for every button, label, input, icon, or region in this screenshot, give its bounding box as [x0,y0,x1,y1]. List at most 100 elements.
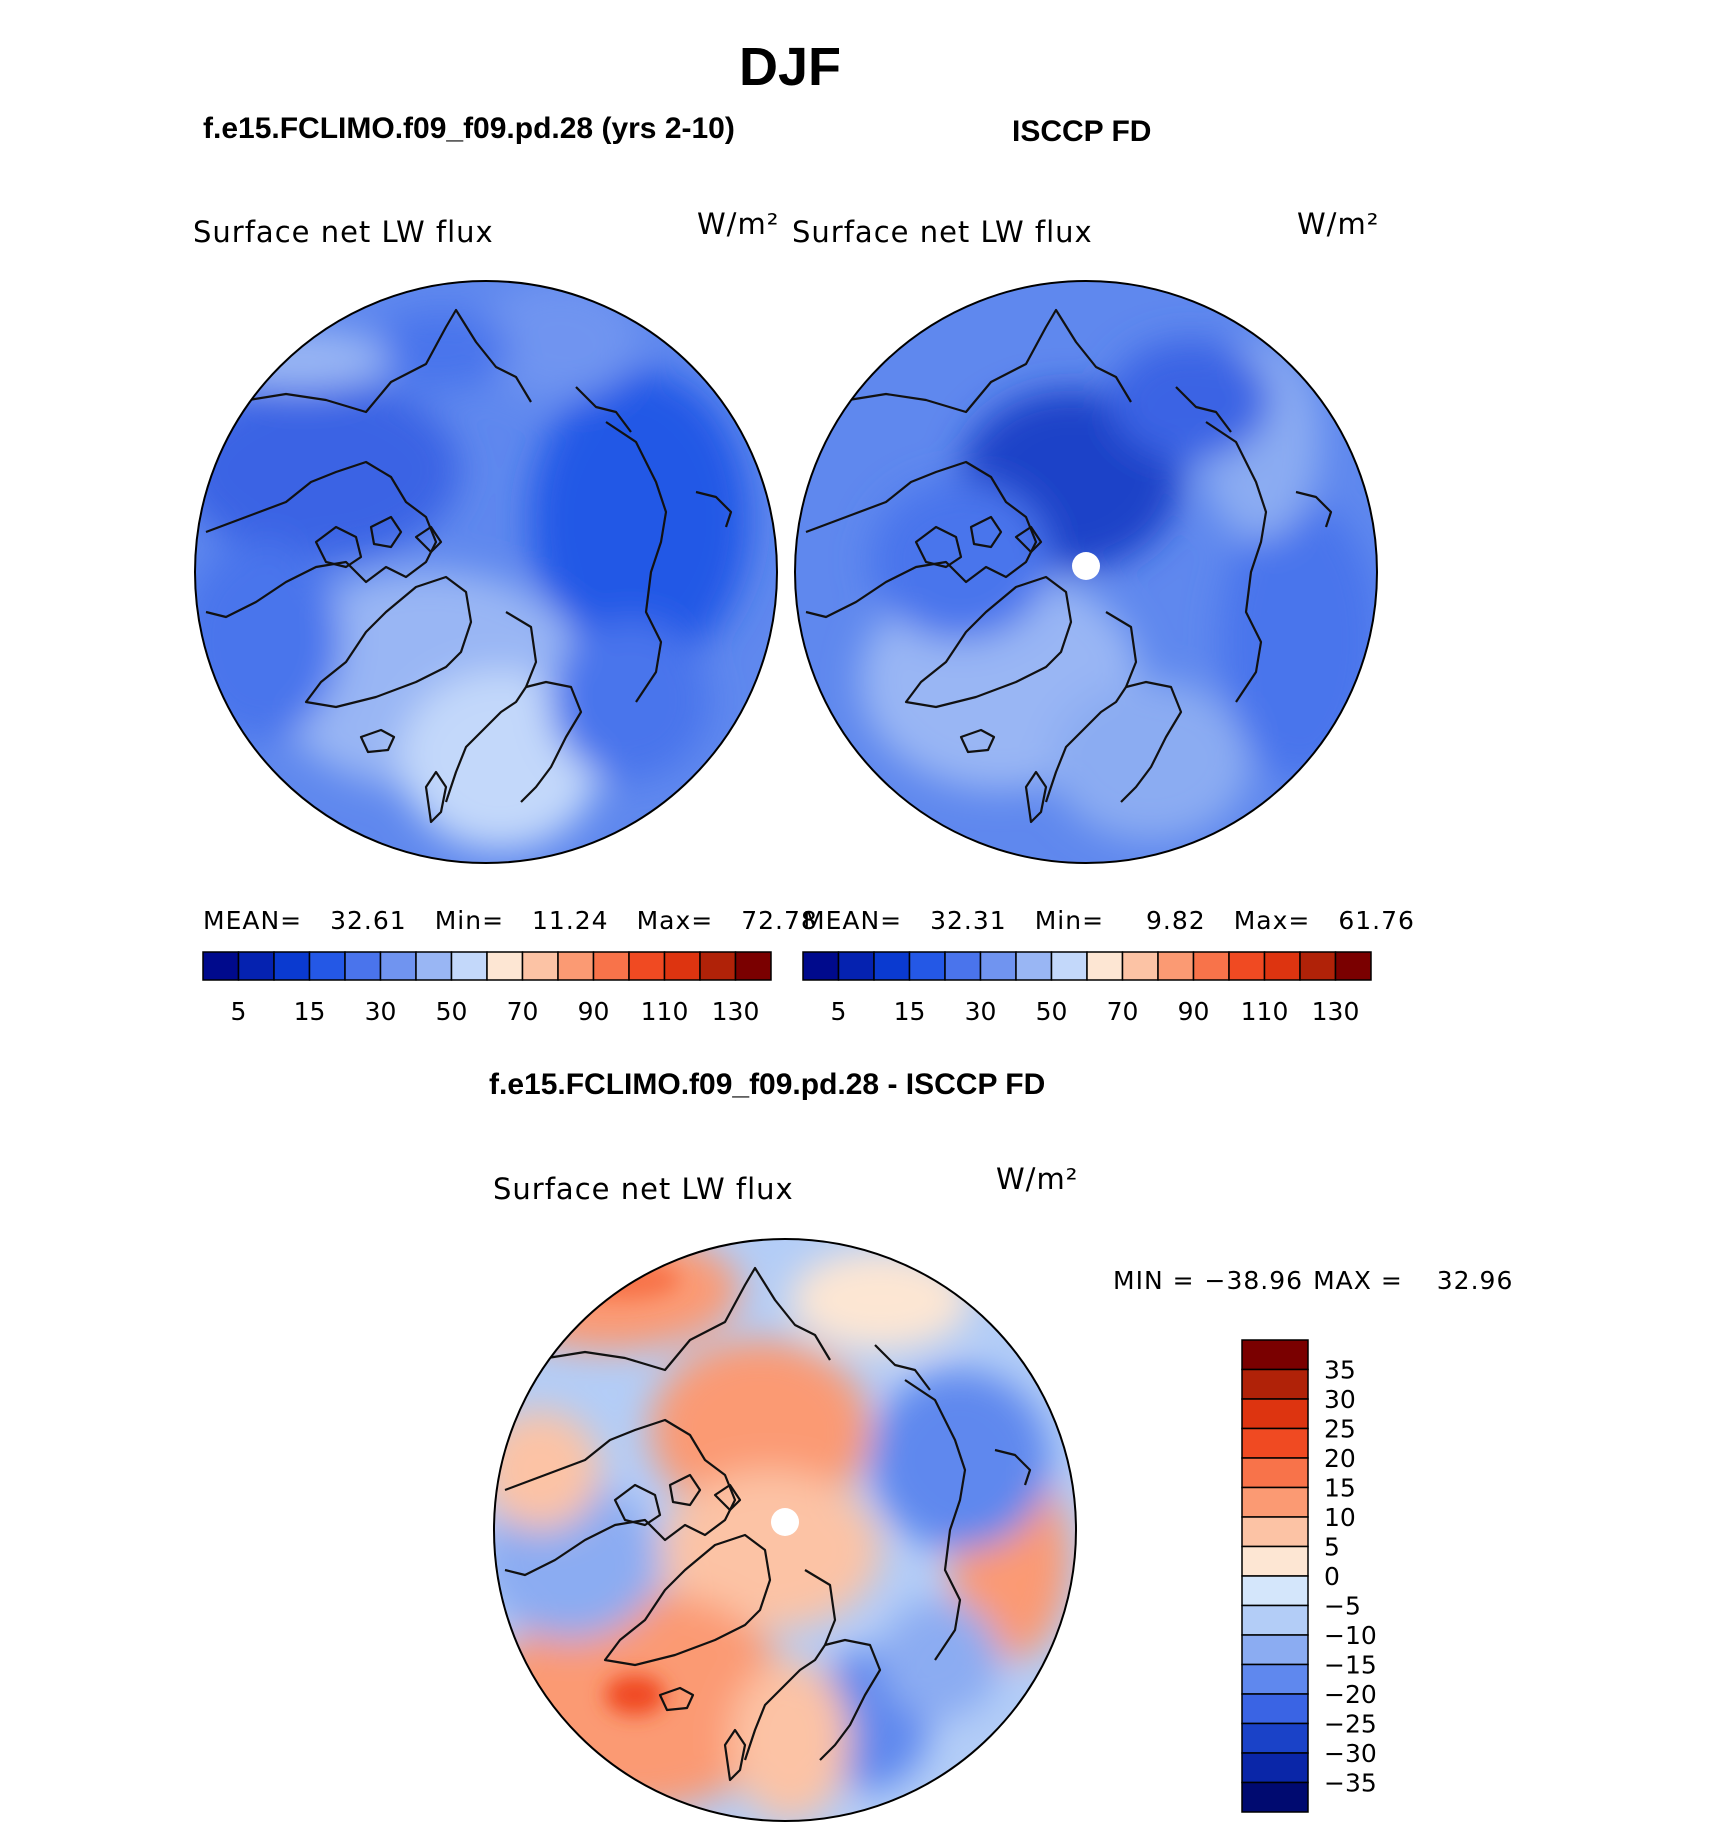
colorbar-tick-label: 0 [1324,1562,1340,1591]
colorbar-swatch [944,951,982,981]
colorbar-tick-label: 70 [1107,997,1139,1026]
max-label: Max= [1233,906,1311,935]
colorbar-tick-label: 15 [894,997,926,1026]
colorbar-swatch [1241,1545,1309,1577]
colorbar-swatch [802,951,840,981]
colorbar-tick-label: 5 [1324,1533,1340,1562]
colorbar-tick-label: 70 [507,997,539,1026]
min-label: MIN = [1113,1266,1195,1295]
colorbar-tick-label: −25 [1324,1710,1377,1739]
colorbar-swatch [450,951,488,981]
colorbar-swatch [979,951,1017,981]
colorbar-swatch [1241,1663,1309,1695]
colorbar-swatch [379,951,417,981]
colorbar-swatch [308,951,346,981]
panel-title-obs: ISCCP FD [1012,115,1152,148]
colorbar-tick-label: 5 [231,997,247,1026]
colorbar-swatch [1241,1634,1309,1666]
max-value: 61.76 [1338,906,1415,935]
mean-value: 32.31 [930,906,1007,935]
colorbar-swatch [873,951,911,981]
colorbar-swatch [1241,1781,1309,1813]
colorbar-tick-label: 50 [436,997,468,1026]
colorbar-swatch [557,951,595,981]
colorbar-tick-label: 5 [831,997,847,1026]
colorbar-tick-label: 110 [641,997,689,1026]
stats-difference: MIN = −38.96 MAX = 32.96 [1113,1266,1513,1295]
map-difference [493,1238,1077,1822]
colorbar-tick-label: 110 [1241,997,1289,1026]
map-obs [794,280,1378,864]
colorbar-swatch [837,951,875,981]
colorbar-tick-label: −30 [1324,1739,1377,1768]
colorbar-swatch [1050,951,1088,981]
colorbar-tick-label: 90 [578,997,610,1026]
colorbar-tick-label: 10 [1324,1503,1356,1532]
colorbar-tick-label: −5 [1324,1592,1361,1621]
diff-panel-title: f.e15.FCLIMO.f09_f09.pd.28 - ISCCP FD [489,1068,1046,1101]
mean-label: MEAN= [203,906,303,935]
mean-value: 32.61 [330,906,407,935]
max-value: 32.96 [1436,1266,1514,1295]
colorbar-swatch [202,951,240,981]
colorbar-swatch [1241,1722,1309,1754]
colorbar-swatch [1334,951,1372,981]
min-label: Min= [1034,906,1105,935]
colorbar-swatch [1263,951,1301,981]
colorbar-swatch [1241,1398,1309,1430]
max-label: MAX = [1313,1266,1403,1295]
colorbar-tick-label: −15 [1324,1651,1377,1680]
colorbar-obs: 5 15 30 50 70 90 110 130 [802,951,1372,1026]
stats-obs: MEAN= 32.31 Min= 9.82 Max= 61.76 [803,906,1415,935]
colorbar-swatch [663,951,701,981]
colorbar-swatch [1241,1575,1309,1607]
colorbar-swatch [1241,1693,1309,1725]
units-label-obs: W/m² [1297,207,1380,241]
colorbar-swatch [1241,1752,1309,1784]
colorbar-tick-label: −10 [1324,1621,1377,1650]
colorbar-tick-label: 50 [1036,997,1068,1026]
colorbar-swatch [734,951,772,981]
max-value: 72.78 [741,906,818,935]
units-label-diff: W/m² [996,1162,1079,1196]
colorbar-tick-label: −20 [1324,1680,1377,1709]
min-value: −38.96 [1204,1266,1304,1295]
min-value: 11.24 [532,906,609,935]
colorbar-swatch [628,951,666,981]
colorbar-swatch [1241,1368,1309,1400]
colorbar-tick-label: −35 [1324,1769,1377,1798]
colorbar-swatch [1241,1516,1309,1548]
colorbar-swatch [486,951,524,981]
min-value: 9.82 [1146,906,1206,935]
map-model [194,280,778,864]
colorbar-swatch [344,951,382,981]
colorbar-swatch [1241,1457,1309,1489]
variable-label-model: Surface net LW flux [193,215,494,249]
colorbar-swatch [908,951,946,981]
colorbar-swatch [273,951,311,981]
colorbar-tick-label: 25 [1324,1415,1356,1444]
colorbar-swatch [415,951,453,981]
colorbar-swatch [237,951,275,981]
colorbar-tick-label: 20 [1324,1444,1356,1473]
max-label: Max= [636,906,714,935]
colorbar-swatch [1241,1339,1309,1371]
colorbar-tick-label: 30 [1324,1385,1356,1414]
colorbar-swatch [1241,1427,1309,1459]
panel-title-model: f.e15.FCLIMO.f09_f09.pd.28 (yrs 2-10) [203,112,735,145]
colorbar-tick-label: 15 [1324,1474,1356,1503]
colorbar-swatch [1241,1486,1309,1518]
colorbar-swatch [1121,951,1159,981]
colorbar-swatch [1157,951,1195,981]
colorbar-tick-label: 30 [965,997,997,1026]
units-label-model: W/m² [697,207,780,241]
colorbar-swatch [1241,1604,1309,1636]
variable-label-obs: Surface net LW flux [792,215,1093,249]
mean-label: MEAN= [803,906,903,935]
figure-title: DJF [738,37,841,97]
colorbar-swatch [699,951,737,981]
colorbar-swatch [1192,951,1230,981]
min-label: Min= [434,906,505,935]
